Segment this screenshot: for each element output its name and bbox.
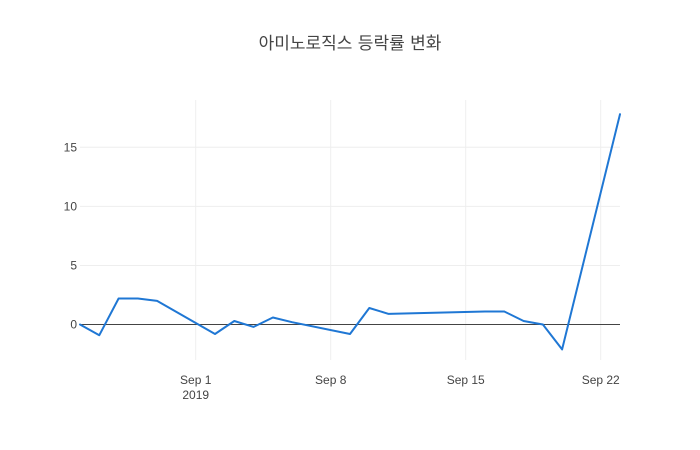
data-point [137, 298, 138, 299]
data-point [388, 313, 389, 314]
grid-layer [80, 100, 620, 360]
x-tick-label: Sep 1 [180, 373, 212, 387]
data-point [542, 324, 543, 325]
x-tick-label: Sep 15 [447, 373, 485, 387]
data-point [292, 322, 293, 323]
data-point [157, 300, 158, 301]
data-point [99, 335, 100, 336]
series-layer [79, 113, 621, 351]
series-line [79, 113, 621, 351]
data-point [562, 349, 563, 350]
data-point [523, 321, 524, 322]
data-point [253, 326, 254, 327]
data-point [504, 311, 505, 312]
data-point [485, 311, 486, 312]
data-point [80, 324, 81, 325]
data-point [369, 308, 370, 309]
y-tick-label: 10 [64, 199, 78, 213]
data-point [118, 298, 119, 299]
x-tick-label: Sep 8 [315, 373, 347, 387]
x-tick-label: Sep 22 [582, 373, 620, 387]
y-tick-label: 0 [70, 318, 77, 332]
data-point [272, 317, 273, 318]
data-point [620, 114, 621, 115]
data-point [234, 321, 235, 322]
y-tick-label: 5 [70, 258, 77, 272]
chart-title: 아미노로직스 등락률 변화 [259, 34, 442, 54]
y-tick-label: 15 [64, 140, 78, 154]
x-tick-year-label: 2019 [182, 388, 209, 402]
data-point [350, 334, 351, 335]
data-point [215, 334, 216, 335]
